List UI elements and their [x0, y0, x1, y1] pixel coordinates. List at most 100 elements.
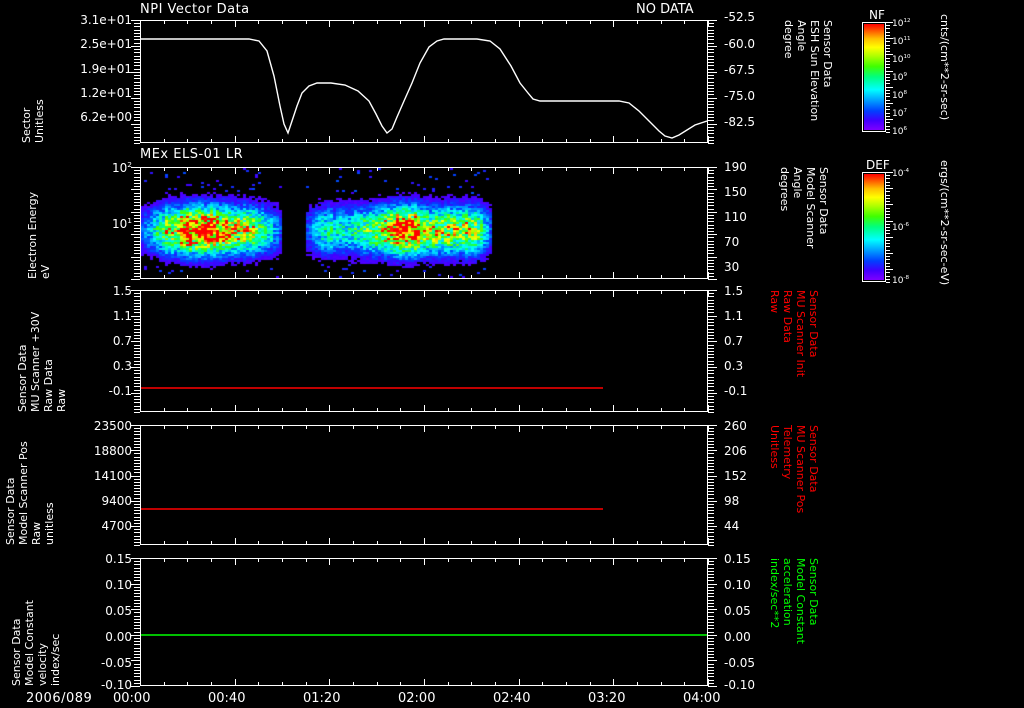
- colorbar-tick: [886, 252, 893, 254]
- y-tick-right: [708, 456, 714, 458]
- x-tick-minor: [305, 290, 307, 294]
- panel-model-scanner-pos-right-axis-line-2: Telemetry: [781, 425, 794, 480]
- x-tick-major: [518, 679, 520, 686]
- y-tick-left: [134, 570, 140, 572]
- x-tick-major: [423, 167, 425, 174]
- y-tick-left: [134, 169, 140, 171]
- y-tick-left: [134, 618, 140, 620]
- panel-npi-vector-plot-area[interactable]: [140, 20, 708, 143]
- y-tick-left: [134, 379, 140, 381]
- x-tick-minor: [399, 425, 401, 429]
- y-tick-left: [131, 166, 140, 168]
- x-tick-minor: [660, 275, 662, 279]
- y-tick-right: [708, 278, 717, 280]
- colorbar-tick: [886, 99, 890, 101]
- y-tick-left: [131, 123, 140, 125]
- y-tick-right: [708, 84, 714, 86]
- y-tick-right: [708, 608, 717, 610]
- y-tick-left: [134, 430, 140, 432]
- x-tick-major: [234, 290, 236, 297]
- y-tick-left: [134, 372, 140, 374]
- colorbar-tick: [886, 102, 893, 104]
- y-tick-right: [708, 650, 714, 652]
- y-tick-right: [708, 110, 714, 112]
- y-tick-right: [708, 106, 714, 108]
- y-tick-right: [708, 305, 714, 307]
- y-tick-left: [131, 97, 140, 99]
- y-tick-left: [134, 230, 140, 232]
- panel-model-constant-velocity-right-ytick-4: -0.05: [724, 656, 756, 670]
- y-tick-left: [134, 347, 140, 349]
- y-tick-right: [708, 344, 714, 346]
- x-tick-minor: [683, 541, 685, 545]
- x-tick-minor: [281, 408, 283, 412]
- x-tick-minor: [589, 139, 591, 143]
- panel-model-scanner-pos-right-ytick-1: 206: [724, 444, 747, 458]
- panel-npi-vector-right-ytick-4: -82.5: [724, 115, 756, 129]
- panel-model-scanner-pos-plot-area[interactable]: [140, 425, 708, 545]
- y-tick-right: [708, 318, 714, 320]
- y-tick-right: [708, 93, 714, 95]
- y-tick-right: [708, 424, 717, 426]
- x-tick-minor: [683, 167, 685, 171]
- y-tick-left: [134, 382, 140, 384]
- y-tick-right: [708, 233, 717, 235]
- y-tick-right: [708, 142, 714, 144]
- panel-model-scanner-pos-right-ytick-0: 260: [724, 419, 747, 433]
- y-tick-right: [708, 182, 714, 184]
- colorbar-tick: [886, 47, 890, 49]
- x-tick-major: [612, 167, 614, 174]
- x-tick-minor: [163, 541, 165, 545]
- panel-mu-scanner-30v-plot-area[interactable]: [140, 290, 708, 412]
- y-tick-left: [131, 45, 140, 47]
- x-tick-minor: [565, 541, 567, 545]
- x-tick-minor: [470, 167, 472, 171]
- panel-mu-scanner-30v-right-ytick-2: 0.7: [724, 334, 744, 348]
- panel-model-constant-velocity-ytick-2: 0.05: [105, 604, 132, 618]
- y-tick-right: [708, 376, 714, 378]
- y-tick-right: [708, 602, 714, 604]
- y-tick-left: [134, 446, 140, 448]
- x-tick-major: [707, 558, 709, 565]
- panel-npi-vector-left-axis-line-0: Sector: [20, 107, 33, 143]
- panel-model-constant-velocity-plot-area[interactable]: [140, 558, 708, 686]
- x-tick-minor: [210, 139, 212, 143]
- x-tick-major: [139, 290, 141, 297]
- x-tick-major: [423, 290, 425, 297]
- colorbar-def[interactable]: [862, 172, 886, 282]
- panel-mu-scanner-30v-right-ytick-0: 1.5: [724, 284, 744, 298]
- x-tick-major: [234, 20, 236, 27]
- x-tick-minor: [399, 541, 401, 545]
- y-tick-left: [134, 182, 140, 184]
- y-tick-right: [708, 653, 714, 655]
- y-tick-right: [708, 211, 717, 213]
- panel-els-spectrogram-plot-area[interactable]: [140, 167, 708, 279]
- panel-els-spectrogram-right-axis-line-2: Angle: [791, 167, 804, 199]
- y-tick-right: [708, 411, 714, 413]
- panel-model-scanner-pos-right-ytick-4: 44: [724, 519, 740, 533]
- y-tick-right: [708, 19, 717, 21]
- y-tick-right: [708, 172, 714, 174]
- x-tick-major: [612, 538, 614, 545]
- colorbar-tick: [886, 265, 890, 267]
- panel-model-constant-velocity-ytick-5: -0.10: [100, 678, 132, 692]
- y-tick-right: [708, 449, 717, 451]
- colorbar-tick: [886, 21, 893, 23]
- panel-els-spectrogram-right-ytick-1: 150: [724, 185, 747, 199]
- y-tick-left: [134, 275, 140, 277]
- y-tick-left: [134, 468, 140, 470]
- y-tick-left: [134, 666, 140, 668]
- y-tick-left: [134, 478, 140, 480]
- y-tick-left: [134, 452, 140, 454]
- y-tick-right: [708, 136, 714, 138]
- panel-els-spectrogram-left-axis-line-1: eV: [39, 264, 52, 279]
- panel-model-scanner-pos-left-axis-line-0: Sensor Data: [4, 477, 17, 545]
- y-tick-left: [134, 522, 140, 524]
- colorbar-nf[interactable]: [862, 22, 886, 132]
- panel-npi-vector-right-ytick-3: -75.0: [724, 89, 756, 103]
- panel-mu-scanner-30v-ytick-1: 1.1: [112, 309, 132, 323]
- y-tick-right: [708, 405, 714, 407]
- y-tick-left: [131, 525, 140, 527]
- y-tick-left: [134, 631, 140, 633]
- y-tick-left: [134, 682, 140, 684]
